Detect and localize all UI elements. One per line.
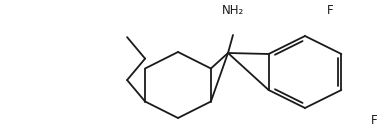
Text: F: F <box>327 4 333 16</box>
Text: NH₂: NH₂ <box>222 4 244 16</box>
Text: F: F <box>370 114 377 126</box>
